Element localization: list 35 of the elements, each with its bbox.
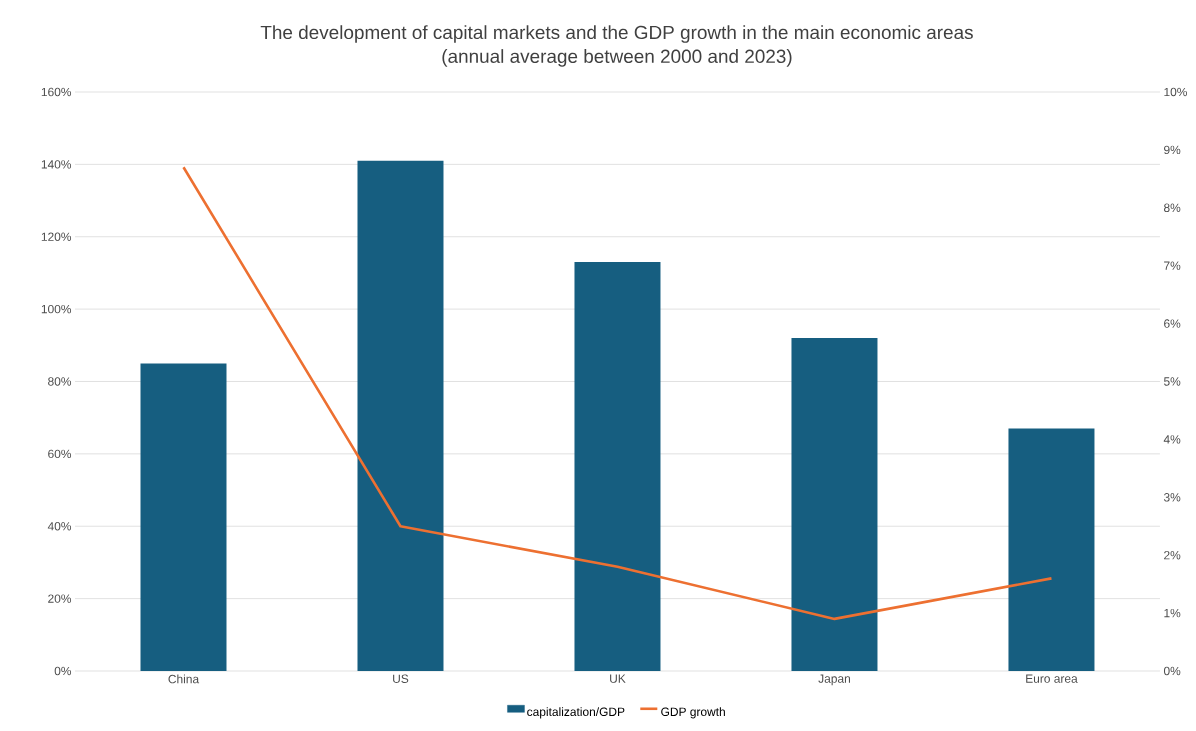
bar bbox=[574, 262, 661, 671]
y2-tick-label: 6% bbox=[1164, 319, 1181, 328]
bar bbox=[791, 338, 878, 671]
x-tick-label: Japan bbox=[818, 674, 850, 686]
y-tick-label: 80% bbox=[48, 377, 72, 386]
chart-title: The development of capital markets and the GDP growth in the main economic areas bbox=[260, 25, 973, 43]
y-tick-label: 20% bbox=[48, 594, 72, 603]
y2-tick-label: 8% bbox=[1164, 203, 1181, 213]
y2-tick-label: 7% bbox=[1164, 261, 1181, 270]
chart-subtitle: (annual average between 2000 and 2023) bbox=[442, 49, 792, 67]
x-tick-label: Euro area bbox=[1026, 674, 1078, 683]
y2-tick-label: 0% bbox=[1163, 666, 1181, 676]
x-tick-label: UK bbox=[610, 674, 626, 683]
legend-label: GDP growth bbox=[661, 707, 725, 719]
y2-tick-label: 9% bbox=[1164, 145, 1181, 155]
y2-tick-label: 3% bbox=[1163, 493, 1181, 502]
y2-tick-label: 4% bbox=[1163, 435, 1181, 444]
y-tick-label: 140% bbox=[41, 160, 72, 169]
bar bbox=[357, 160, 444, 671]
bar bbox=[1008, 428, 1095, 671]
y-tick-label: 160% bbox=[41, 87, 72, 97]
legend-label: capitalization/GDP bbox=[527, 707, 625, 719]
y-tick-label: 100% bbox=[41, 304, 72, 314]
y2-tick-label: 5% bbox=[1163, 377, 1181, 386]
x-tick-label: US bbox=[393, 674, 409, 683]
line-series bbox=[182, 165, 1053, 621]
y-tick-label: 40% bbox=[47, 522, 72, 531]
y2-tick-label: 10% bbox=[1164, 87, 1187, 97]
y-tick-label: 60% bbox=[48, 449, 72, 459]
y-tick-label: 0% bbox=[54, 666, 72, 676]
y2-tick-label: 1% bbox=[1164, 608, 1181, 618]
x-tick-label: China bbox=[168, 674, 200, 684]
y2-tick-label: 2% bbox=[1164, 550, 1181, 560]
y-tick-label: 120% bbox=[41, 232, 72, 241]
bar bbox=[140, 363, 227, 671]
